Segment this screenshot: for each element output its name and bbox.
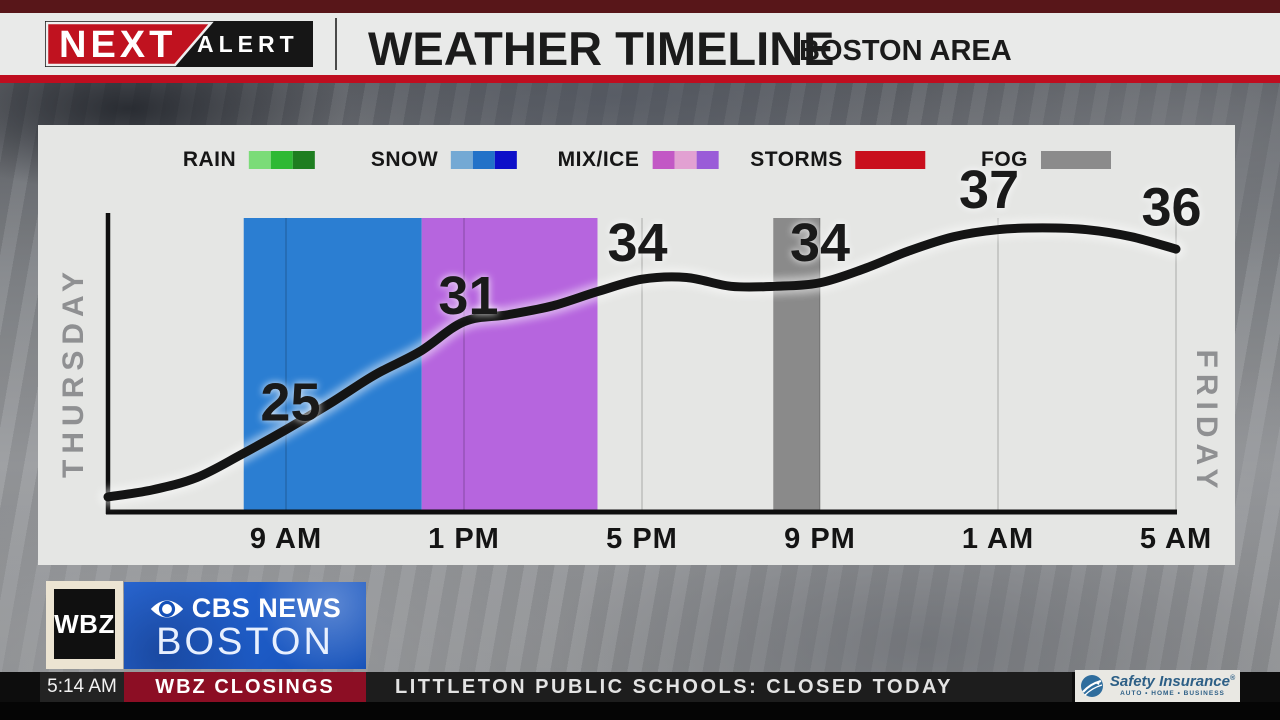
x-tick-label-5-pm: 5 PM <box>606 523 678 555</box>
region-label: BOSTON AREA <box>799 35 1012 67</box>
temp-label-glow: 34 <box>790 213 850 273</box>
color-swatch <box>473 151 496 169</box>
color-swatch <box>696 151 719 169</box>
legend-swatches <box>855 151 926 169</box>
temp-label-37: 37 <box>959 160 1019 220</box>
cbs-news-boston-logo: CBS NEWS BOSTON <box>124 582 366 669</box>
x-tick-label-9-pm: 9 PM <box>784 523 856 555</box>
color-swatch <box>495 151 518 169</box>
sponsor-tagline: AUTO • HOME • BUSINESS <box>1120 690 1225 698</box>
legend-item-mix-ice: MIX/ICE <box>558 148 719 172</box>
temp-label-31: 31 <box>438 266 498 326</box>
closings-tag: WBZ CLOSINGS <box>124 672 366 702</box>
x-tick-label-1-am: 1 AM <box>962 523 1034 555</box>
legend-label: STORMS <box>750 148 843 171</box>
cbs-news-label: CBS NEWS <box>191 593 342 623</box>
legend-item-snow: SNOW <box>370 148 518 172</box>
next-alert-red-slash <box>45 21 214 67</box>
band-fog <box>773 218 820 512</box>
temp-label-36: 36 <box>1142 178 1202 238</box>
cbs-eye-icon <box>150 599 183 618</box>
friday-label: FRIDAY <box>1190 349 1223 495</box>
temperature-curve <box>103 223 1181 502</box>
color-swatch <box>1041 151 1111 169</box>
legend-item-rain: RAIN <box>182 148 316 172</box>
color-swatch <box>674 151 697 169</box>
temp-label-glow: 31 <box>438 266 498 326</box>
color-swatch <box>451 151 474 169</box>
color-swatch <box>271 151 294 169</box>
legend-label: FOG <box>981 148 1028 171</box>
color-swatch <box>855 151 926 169</box>
legend-swatches <box>451 151 518 169</box>
weather-timeline-chart: 25 25 31 31 34 34 34 34 37 37 36 36 9 AM 1 PM 5 PM 9 PM… <box>38 125 1235 565</box>
next-label: NEXT <box>59 24 176 66</box>
temp-label-glow: 37 <box>959 160 1019 220</box>
page-title: WEATHER TIMELINE <box>368 22 835 75</box>
legend-swatches <box>1041 151 1111 169</box>
next-alert-logo: NEXT ALERT <box>45 21 313 67</box>
sponsor-name: Safety Insurance® <box>1109 673 1236 691</box>
temp-label-25: 25 <box>260 372 320 432</box>
ticker-message: LITTLETON PUBLIC SCHOOLS: CLOSED TODAY <box>366 672 1072 702</box>
legend-label: RAIN <box>182 148 237 171</box>
legend-item-storms: STORMS <box>750 148 926 172</box>
legend-swatches <box>652 151 719 169</box>
legend-swatches <box>249 151 316 169</box>
safety-insurance-logo: Safety Insurance® AUTO • HOME • BUSINESS <box>1075 670 1240 702</box>
legend-label: MIX/ICE <box>557 148 640 171</box>
color-swatch <box>652 151 675 169</box>
temp-label-glow: 34 <box>608 213 668 273</box>
thursday-label: THURSDAY <box>57 266 90 478</box>
header-top-strip <box>0 0 1280 13</box>
temp-label-34: 34 <box>790 213 850 273</box>
clock-time: 5:14 AM <box>40 672 124 702</box>
color-swatch <box>249 151 272 169</box>
legend: RAIN SNOW MIX/ICE STORMS FOG <box>38 148 1235 174</box>
header-divider <box>335 18 337 70</box>
alert-label: ALERT <box>197 31 299 57</box>
x-tick-label-9-am: 9 AM <box>250 523 322 555</box>
ticker-bar: 5:14 AM WBZ CLOSINGS LITTLETON PUBLIC SC… <box>0 670 1280 702</box>
temp-label-glow: 25 <box>260 372 320 432</box>
band-mix-ice <box>421 218 598 512</box>
wbz-logo-text: WBZ <box>54 589 115 659</box>
boston-label: BOSTON <box>156 621 334 663</box>
color-swatch <box>293 151 316 169</box>
header-red-strip <box>0 75 1280 83</box>
wbz-logo: WBZ <box>46 581 123 669</box>
x-tick-label-5-am: 5 AM <box>1140 523 1212 555</box>
legend-item-fog: FOG <box>981 148 1111 172</box>
bottom-black-bar <box>0 702 1280 720</box>
temp-label-34: 34 <box>608 213 668 273</box>
legend-label: SNOW <box>370 148 439 171</box>
road-icon <box>1080 675 1103 697</box>
temp-label-glow: 36 <box>1142 178 1202 238</box>
x-tick-label-1-pm: 1 PM <box>428 523 500 555</box>
header-bar: NEXT ALERT WEATHER TIMELINE BOSTON AREA <box>0 13 1280 75</box>
